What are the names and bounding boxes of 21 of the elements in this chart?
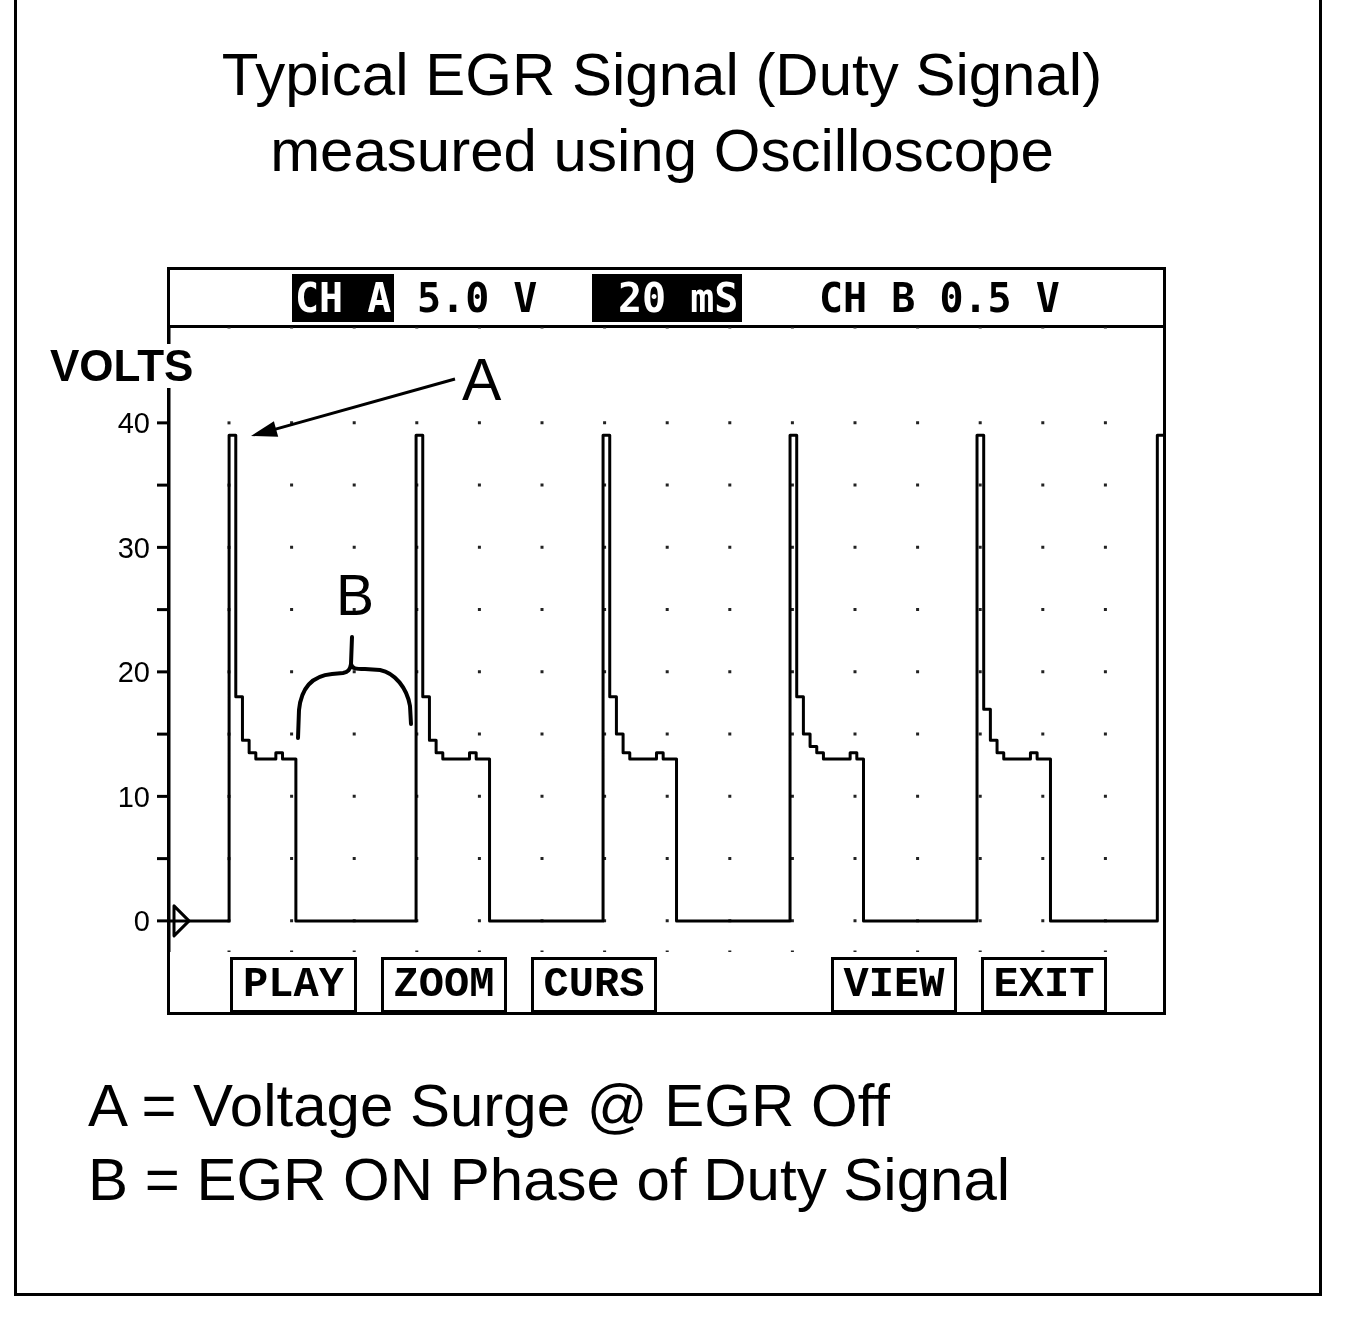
text: B = EGR ON Phase of Duty Signal — [88, 1146, 1011, 1213]
button: EXIT — [981, 957, 1107, 1013]
y-tick-label: 10 — [117, 780, 150, 813]
y-tick-label: 0 — [133, 905, 150, 938]
y-tick-label: 40 — [117, 407, 150, 440]
chart-title: Typical EGR Signal (Duty Signal) — [220, 41, 1104, 108]
y-axis-title: VOLTS — [50, 341, 194, 390]
text: CH B 0.5 V — [819, 274, 1060, 322]
text: A = Voltage Surge @ EGR Off — [88, 1072, 890, 1139]
button: ZOOM — [381, 957, 507, 1013]
button: VIEW — [831, 957, 957, 1013]
text: 20 mS — [592, 274, 743, 322]
annotation: B — [336, 563, 375, 627]
text: 5.0 V — [417, 274, 538, 322]
y-tick-label: 20 — [117, 656, 150, 689]
button: CURS — [531, 957, 657, 1013]
y-tick-label: 30 — [117, 531, 150, 564]
text: CH A — [292, 274, 395, 322]
chart-subtitle: measured using Oscilloscope — [269, 117, 1055, 184]
annotation: A — [462, 347, 502, 413]
button: PLAY — [230, 957, 357, 1013]
